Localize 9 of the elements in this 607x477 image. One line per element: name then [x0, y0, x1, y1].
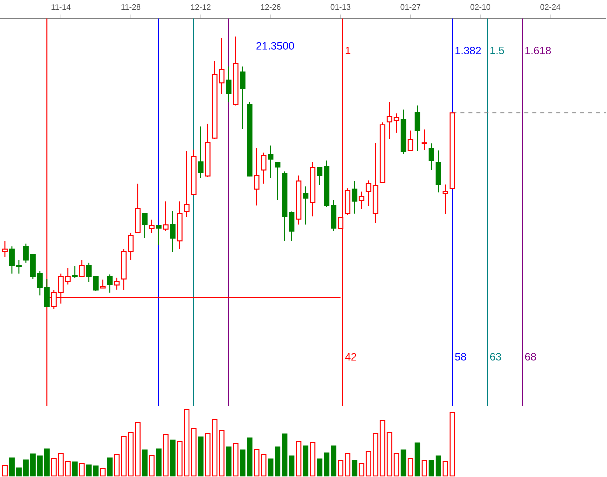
text: 42 — [345, 353, 356, 361]
annotation: 21.3500 — [256, 42, 294, 50]
annotation: 1.382 — [456, 47, 482, 55]
annotation: 1.5 — [490, 47, 504, 55]
annotation: 1 — [346, 47, 351, 54]
text: 63 — [490, 353, 502, 361]
text: 58 — [455, 353, 466, 361]
annotation: 1.618 — [526, 47, 552, 55]
text: 68 — [525, 353, 536, 361]
